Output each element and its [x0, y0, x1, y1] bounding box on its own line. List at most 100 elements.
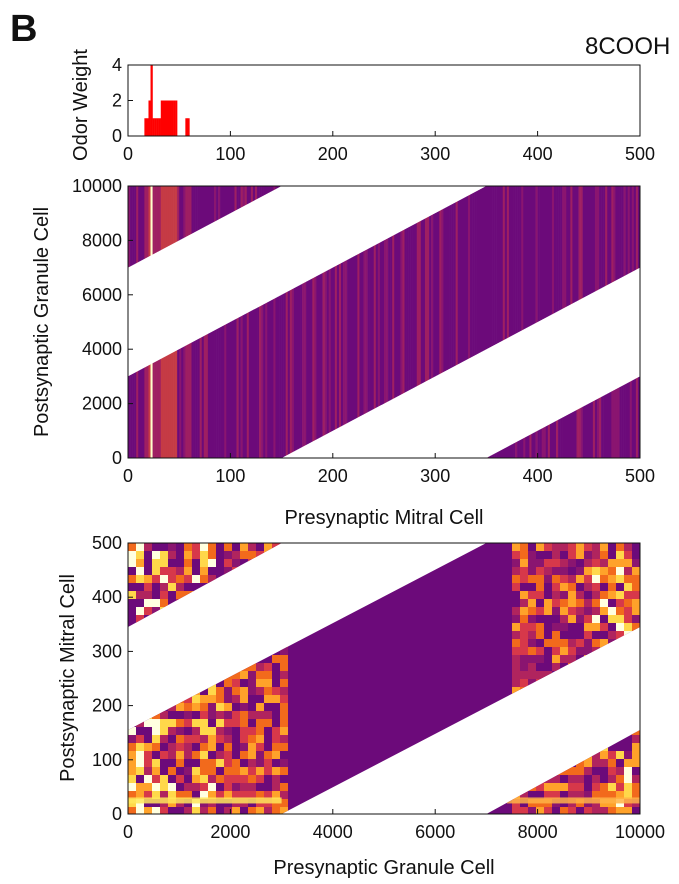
mitral-column [510, 186, 514, 458]
connectivity-cell [560, 543, 568, 551]
connectivity-cell [584, 567, 592, 575]
connectivity-cell [600, 567, 608, 575]
connectivity-cell [208, 775, 216, 783]
connectivity-cell [512, 671, 520, 679]
granule-mitral-x-tick-label: 6000 [415, 822, 455, 842]
mitral-column [601, 376, 604, 458]
mitral-column [244, 186, 248, 458]
mitral-column [318, 186, 321, 458]
connectivity-cell [224, 751, 232, 759]
connectivity-cell [552, 575, 560, 583]
connectivity-cell [600, 623, 608, 631]
connectivity-cell [584, 543, 592, 551]
odor-weight-bar [144, 118, 147, 136]
connectivity-cell [616, 775, 624, 783]
mitral-column [326, 186, 330, 458]
connectivity-cell [568, 551, 576, 559]
mitral-column [263, 186, 266, 458]
mitral-column [257, 186, 260, 458]
mitral-column [564, 376, 567, 458]
connectivity-cell [208, 695, 216, 703]
connectivity-cell [584, 615, 592, 623]
connectivity-cell [592, 599, 600, 607]
mitral-column [586, 376, 590, 458]
granule-mitral-x-tick-label: 10000 [615, 822, 665, 842]
connectivity-cell [136, 743, 144, 751]
connectivity-cell [528, 631, 536, 639]
connectivity-cell [152, 551, 160, 559]
connectivity-cell [264, 751, 272, 759]
connectivity-cell [184, 791, 192, 799]
connectivity-cell [632, 575, 640, 583]
mitral-column [502, 186, 506, 458]
connectivity-cell [232, 551, 240, 559]
connectivity-cell [152, 567, 160, 575]
connectivity-cell [272, 751, 280, 759]
mitral-column [625, 376, 629, 458]
connectivity-cell [256, 671, 264, 679]
mitral-column [201, 186, 205, 268]
mitral-column [386, 186, 389, 458]
connectivity-cell [136, 615, 144, 623]
odor-weight-chart: 0 2 4 0 100 200 300 400 500 Odor Weight [70, 49, 655, 164]
mitral-column [302, 186, 305, 458]
connectivity-cell [576, 567, 584, 575]
connectivity-cell [568, 655, 576, 663]
mitral-granule-x-tick-label: 500 [625, 466, 655, 486]
mitral-column [138, 186, 141, 268]
connectivity-cell [528, 807, 536, 814]
connectivity-cell [632, 599, 640, 607]
mitral-column [599, 376, 602, 458]
mitral-column [445, 186, 448, 458]
connectivity-cell [632, 775, 640, 783]
connectivity-cell [272, 743, 280, 751]
connectivity-cell [512, 647, 520, 655]
connectivity-cell [560, 583, 568, 591]
connectivity-cell [280, 799, 288, 807]
connectivity-cell [248, 775, 256, 783]
connectivity-cell [536, 623, 544, 631]
connectivity-cell [560, 559, 568, 567]
connectivity-cell [632, 583, 640, 591]
odor-weight-ylabel: Odor Weight [70, 49, 92, 161]
mitral-column [463, 186, 467, 458]
mitral-column [164, 186, 168, 268]
connectivity-cell [232, 711, 240, 719]
connectivity-cell [624, 543, 632, 551]
mitral-column [248, 186, 252, 458]
connectivity-cell [280, 655, 288, 663]
connectivity-cell [512, 655, 520, 663]
connectivity-cell [512, 607, 520, 615]
connectivity-cell [176, 575, 184, 583]
mitral-column [132, 186, 135, 268]
mitral-column [304, 186, 307, 458]
connectivity-cell [280, 671, 288, 679]
mitral-column [271, 186, 274, 458]
connectivity-cell [248, 711, 256, 719]
odor-weight-bar [168, 100, 172, 136]
connectivity-cell [520, 639, 528, 647]
mitral-granule-x-tick-label: 100 [215, 466, 245, 486]
connectivity-cell [280, 703, 288, 711]
connectivity-cell [608, 583, 616, 591]
connectivity-cell [256, 687, 264, 695]
mitral-column [459, 186, 463, 458]
connectivity-cell [520, 679, 528, 687]
mitral-column [566, 376, 569, 458]
mitral-column [607, 376, 610, 458]
connectivity-cell [232, 671, 240, 679]
granule-mitral-y-tick-label: 100 [92, 750, 122, 770]
connectivity-cell [136, 551, 144, 559]
connectivity-cell [128, 575, 136, 583]
connectivity-cell [536, 607, 544, 615]
connectivity-cell [528, 623, 536, 631]
connectivity-cell [528, 671, 536, 679]
mitral-column [144, 186, 147, 268]
mitral-column [480, 186, 483, 458]
mitral-column [429, 186, 432, 458]
mitral-column [433, 186, 436, 458]
connectivity-cell [544, 559, 552, 567]
connectivity-cell [616, 791, 624, 799]
connectivity-cell [576, 543, 584, 551]
